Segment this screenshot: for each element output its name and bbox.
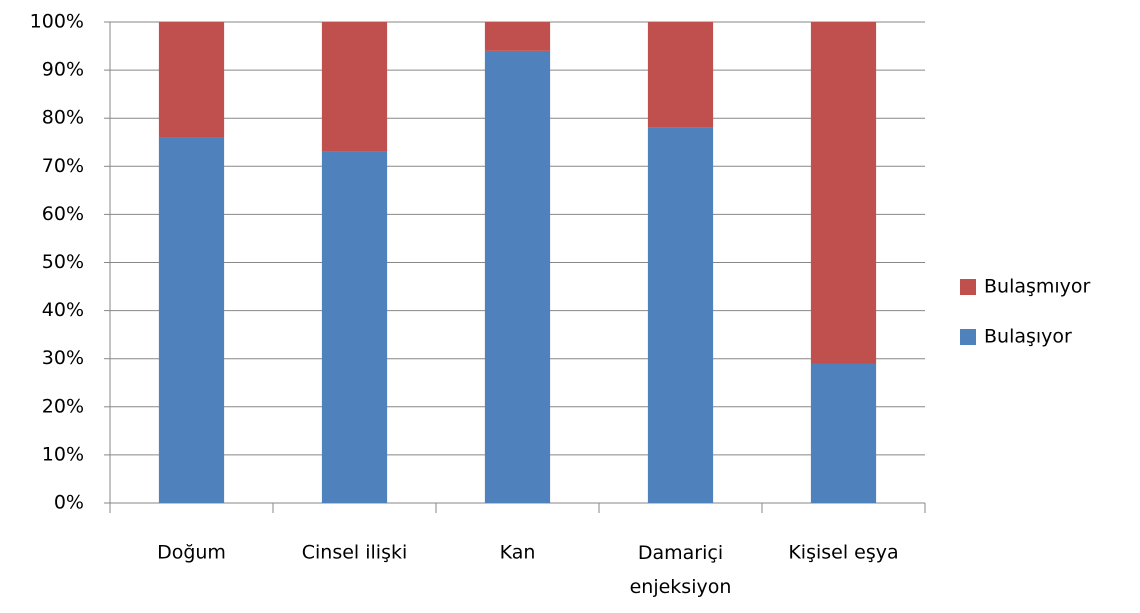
x-tick-label: Doğum xyxy=(157,542,226,564)
y-tick-label: 20% xyxy=(42,395,84,417)
y-tick-label: 100% xyxy=(30,11,84,33)
y-tick-label: 30% xyxy=(42,347,84,369)
y-tick-label: 80% xyxy=(42,107,84,129)
x-tick-label: Kişisel eşya xyxy=(788,542,898,564)
y-tick-label: 50% xyxy=(42,251,84,273)
bar-segment xyxy=(484,22,551,51)
legend-swatch xyxy=(960,329,976,345)
bar-segment xyxy=(321,151,388,503)
legend-label: Bulaşıyor xyxy=(984,326,1072,348)
legend-label: Bulaşmıyor xyxy=(984,276,1091,298)
bar-segment xyxy=(647,127,714,503)
bar-segment xyxy=(158,22,225,138)
bar-segment xyxy=(158,137,225,503)
y-tick-label: 10% xyxy=(42,443,84,465)
bar-segment xyxy=(810,22,877,364)
y-tick-label: 0% xyxy=(54,492,84,514)
bar-segment xyxy=(484,50,551,504)
y-tick-label: 60% xyxy=(42,203,84,225)
y-tick-label: 90% xyxy=(42,59,84,81)
y-tick-label: 40% xyxy=(42,299,84,321)
x-tick-label: Kan xyxy=(500,542,536,564)
bar-segment xyxy=(647,22,714,128)
bar-segment xyxy=(321,22,388,152)
y-tick-label: 70% xyxy=(42,155,84,177)
x-tick-label: Damariçi enjeksiyon xyxy=(630,542,732,598)
bar-segment xyxy=(810,363,877,503)
legend-swatch xyxy=(960,279,976,295)
x-tick-label: Cinsel ilişki xyxy=(302,542,408,564)
